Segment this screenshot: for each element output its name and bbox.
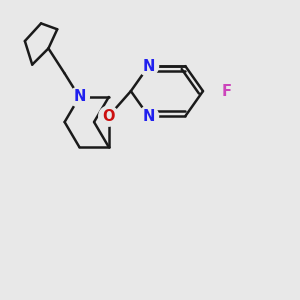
- Circle shape: [139, 106, 158, 126]
- Text: O: O: [103, 109, 115, 124]
- Text: N: N: [73, 89, 86, 104]
- Circle shape: [217, 81, 237, 101]
- Text: N: N: [142, 109, 155, 124]
- Text: F: F: [222, 84, 232, 99]
- Circle shape: [69, 87, 89, 107]
- Text: N: N: [142, 58, 155, 74]
- Circle shape: [99, 106, 119, 126]
- Circle shape: [139, 56, 158, 76]
